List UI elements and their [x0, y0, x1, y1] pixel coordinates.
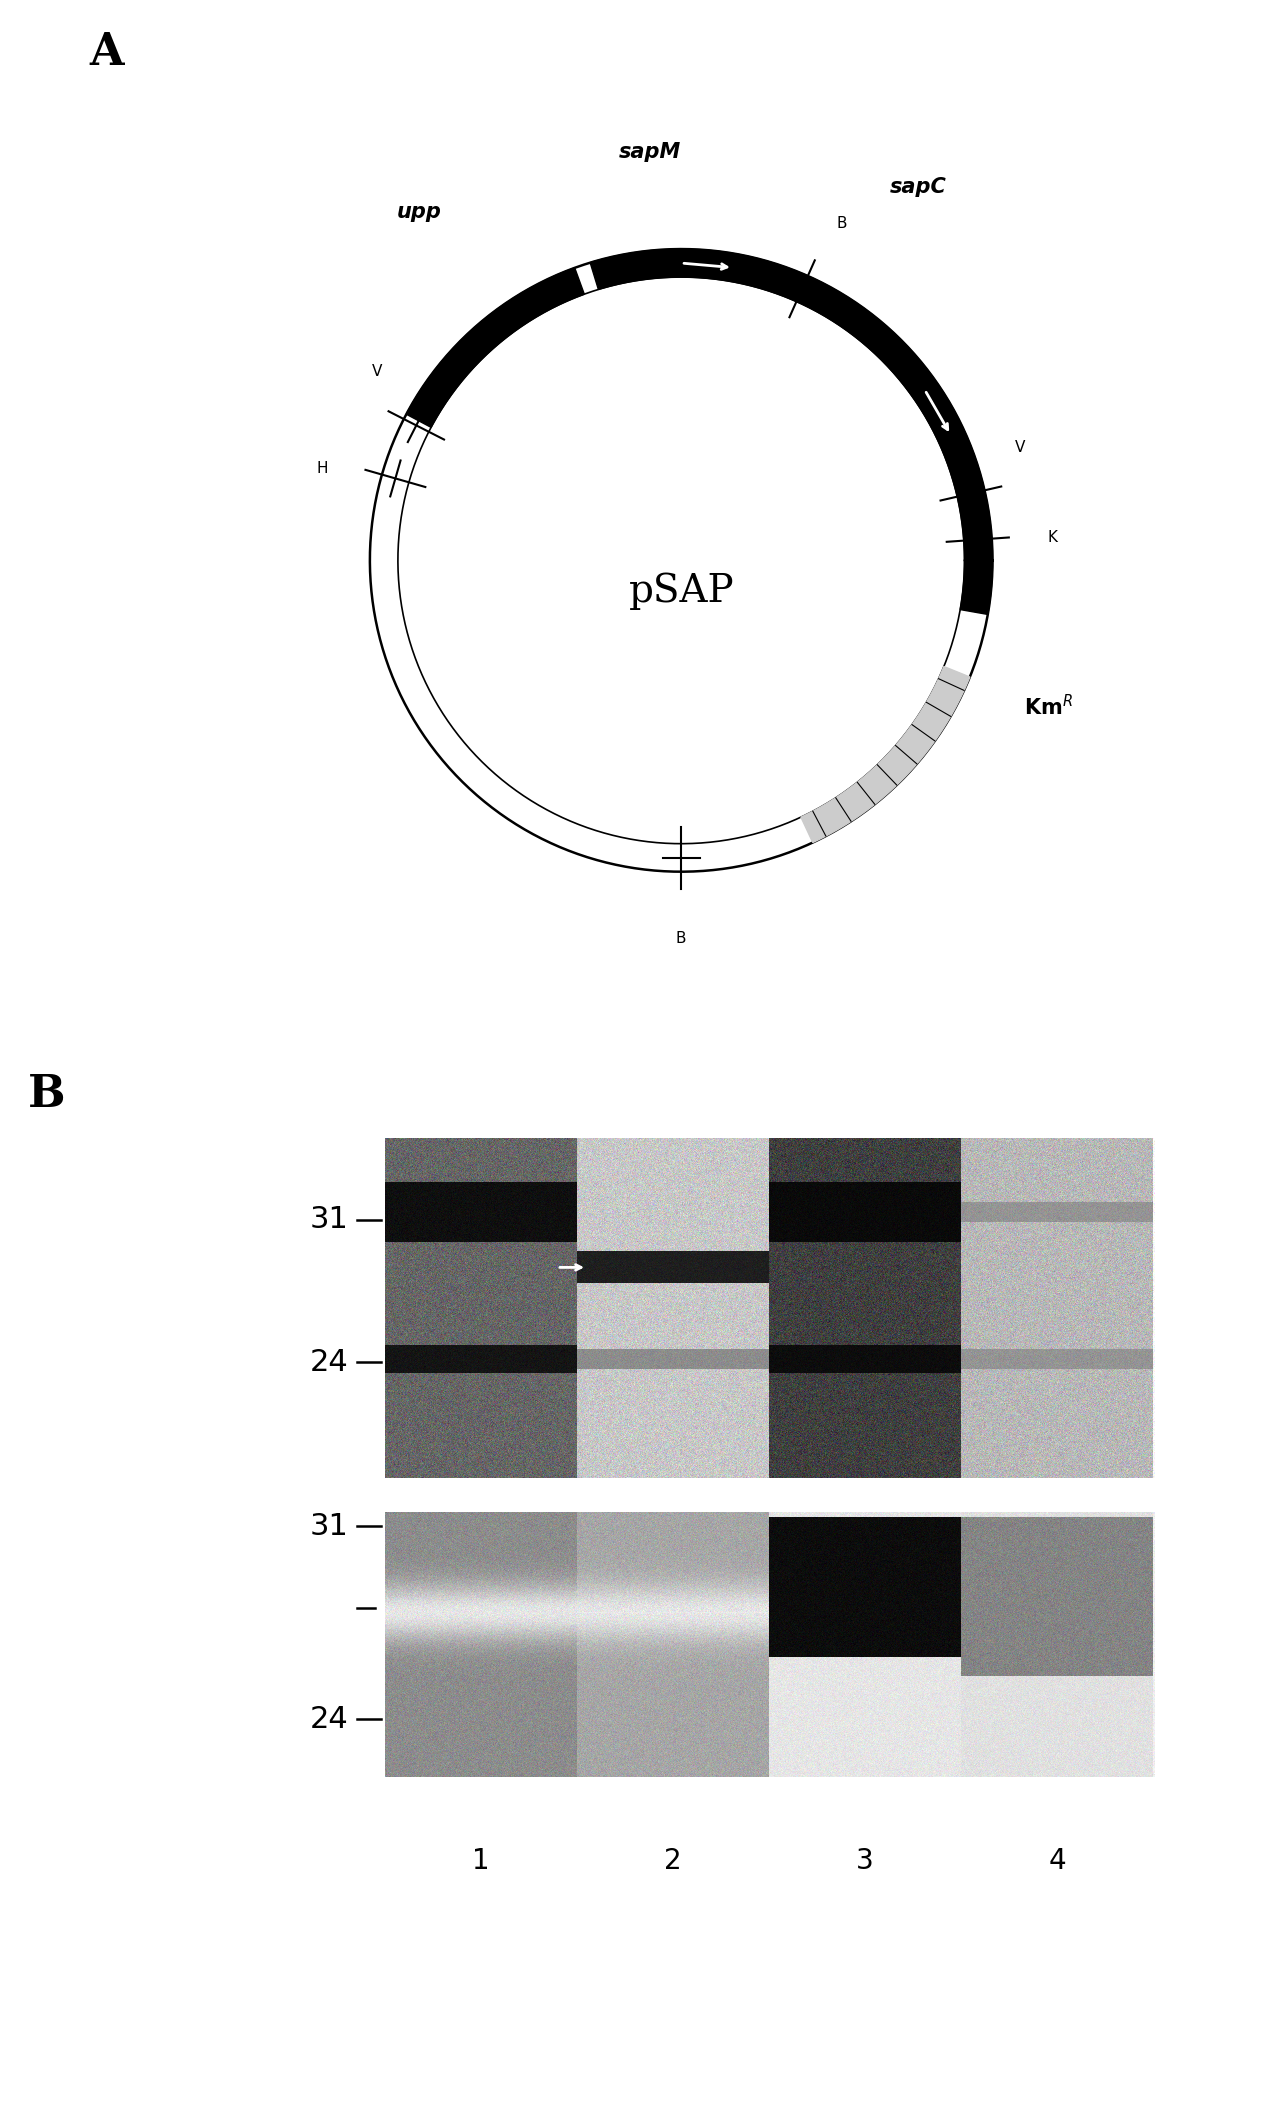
- Polygon shape: [801, 667, 970, 843]
- Text: B: B: [838, 216, 848, 231]
- Text: V: V: [1014, 440, 1025, 455]
- Text: A: A: [90, 32, 124, 74]
- Text: 24: 24: [310, 1349, 349, 1376]
- Polygon shape: [797, 275, 992, 614]
- Text: B: B: [676, 931, 687, 946]
- Text: V: V: [372, 364, 382, 379]
- Text: 3: 3: [857, 1848, 874, 1876]
- Text: H: H: [316, 462, 327, 476]
- Polygon shape: [590, 250, 808, 301]
- Text: upp: upp: [397, 201, 442, 222]
- Text: Km$^R$: Km$^R$: [1024, 694, 1072, 720]
- Polygon shape: [406, 269, 584, 428]
- Text: sapM: sapM: [619, 142, 681, 161]
- Text: 1: 1: [472, 1848, 490, 1876]
- Text: pSAP: pSAP: [628, 574, 733, 610]
- Text: 24: 24: [310, 1704, 349, 1734]
- Text: 31: 31: [310, 1205, 349, 1234]
- Text: sapC: sapC: [890, 178, 947, 197]
- Text: 31: 31: [310, 1512, 349, 1541]
- Text: 2: 2: [664, 1848, 681, 1876]
- Text: 4: 4: [1048, 1848, 1066, 1876]
- Text: B: B: [28, 1073, 66, 1116]
- Text: K: K: [1047, 529, 1057, 544]
